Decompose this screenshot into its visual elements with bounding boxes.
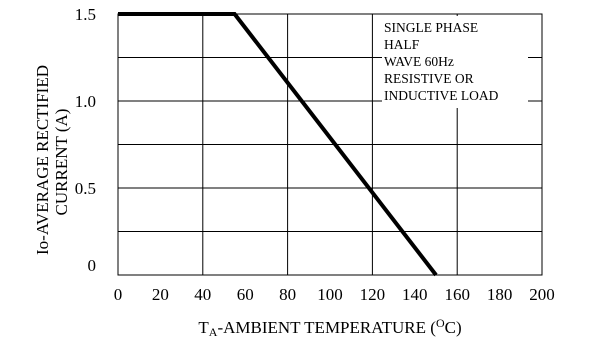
annotation-line-4: RESISTIVE OR (384, 71, 474, 86)
x-tick-labels: 0 20 40 60 80 100 120 140 160 180 200 (114, 285, 555, 304)
annotation-line-5: INDUCTIVE LOAD (384, 88, 499, 103)
x-axis-label-superscript: O (436, 316, 445, 330)
x-tick-label: 180 (487, 285, 513, 304)
x-tick-label: 80 (279, 285, 296, 304)
y-tick-label: 0.5 (75, 179, 96, 198)
x-axis-label: TA-AMBIENT TEMPERATURE (OC) (198, 316, 461, 339)
series-group (118, 12, 438, 277)
x-tick-label: 120 (360, 285, 386, 304)
x-axis-label-subscript: A (209, 325, 218, 339)
x-tick-label: 100 (317, 285, 343, 304)
y-axis-label-line-1: Io-AVERAGE RECTIFIED (33, 65, 52, 255)
x-tick-label: 20 (152, 285, 169, 304)
y-axis-label-line-2: CURRENT (A) (52, 109, 71, 216)
y-tick-label: 0 (88, 256, 97, 275)
annotation-line-1: SINGLE PHASE (384, 20, 478, 35)
x-tick-label: 140 (402, 285, 428, 304)
annotation-background (382, 16, 528, 108)
x-tick-label: 60 (237, 285, 254, 304)
y-tick-label: 1.5 (75, 5, 96, 24)
x-axis-label-rest: -AMBIENT TEMPERATURE ( (217, 318, 436, 337)
annotation-box: SINGLE PHASE HALF WAVE 60Hz RESISTIVE OR… (382, 16, 528, 108)
x-tick-label: 40 (194, 285, 211, 304)
x-tick-label: 0 (114, 285, 123, 304)
y-tick-labels: 0 0.5 1.0 1.5 (75, 5, 96, 275)
annotation-line-2: HALF (384, 37, 420, 52)
x-axis-label-main: T (198, 318, 209, 337)
x-tick-label: 160 (444, 285, 470, 304)
x-axis-label-end: C) (445, 318, 462, 337)
plot-frame (117, 13, 543, 276)
x-tick-label: 200 (529, 285, 555, 304)
y-tick-label: 1.0 (75, 92, 96, 111)
annotation-line-3: WAVE 60Hz (384, 54, 454, 69)
series-line (118, 12, 438, 277)
